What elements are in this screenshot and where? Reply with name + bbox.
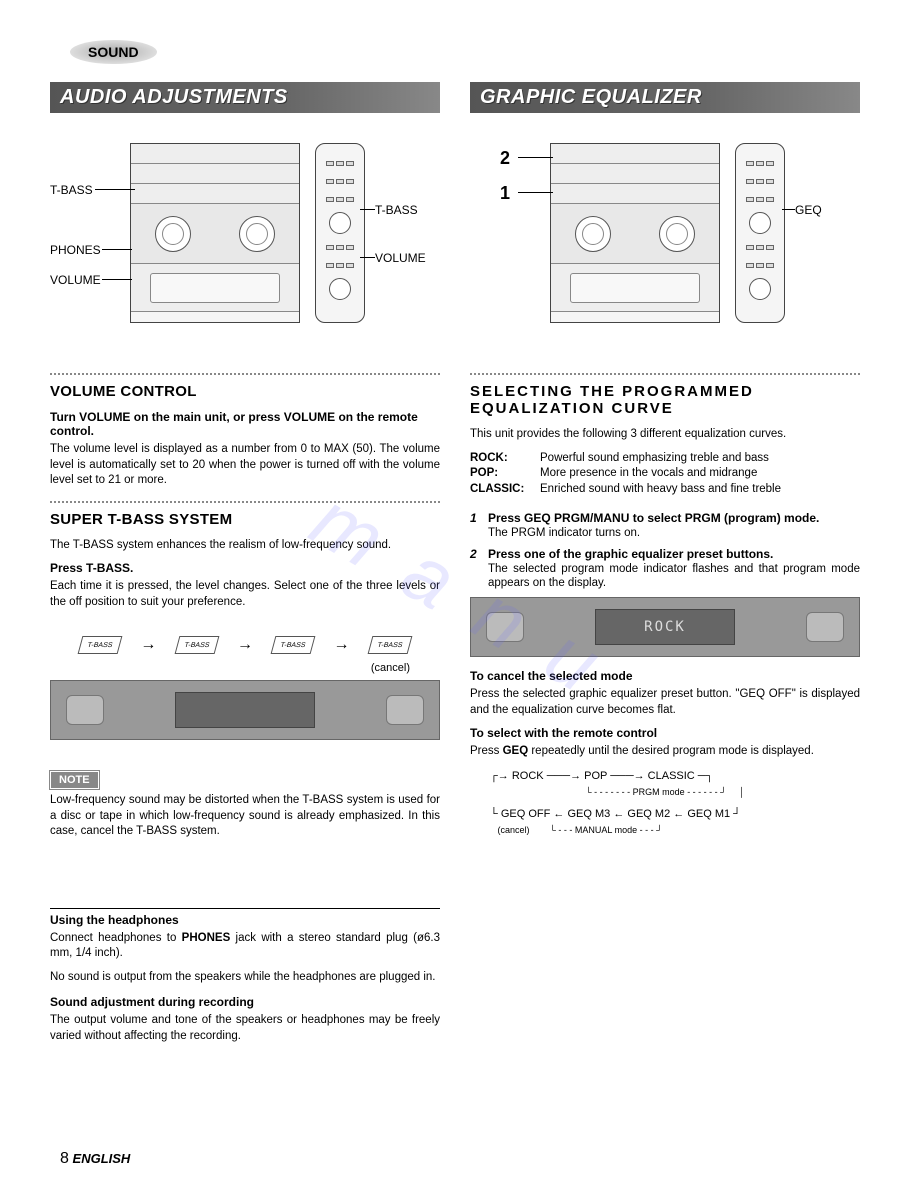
callout-2: 2 — [500, 148, 510, 169]
tbass-intro: The T-BASS system enhances the realism o… — [50, 538, 440, 554]
geq-cycle-diagram: ┌→ ROCK ───→ POP ───→ CLASSIC ─┐ └ - - -… — [470, 768, 860, 838]
divider — [470, 373, 860, 375]
geq-display-text: ROCK — [595, 609, 735, 645]
page-language: ENGLISH — [73, 1151, 131, 1166]
tbass-callout: T-BASS — [50, 183, 93, 197]
remote-illustration — [735, 143, 785, 323]
note-badge: NOTE — [50, 771, 99, 789]
headphones-body: Connect headphones to PHONES jack with a… — [50, 931, 440, 962]
graphic-equalizer-header: GRAPHIC EQUALIZER — [470, 82, 860, 113]
volume-callout-left: VOLUME — [50, 273, 101, 287]
tbass-display — [175, 692, 315, 728]
geq-callout: GEQ — [795, 203, 822, 217]
recording-body: The output volume and tone of the speake… — [50, 1013, 440, 1044]
select-remote-body: Press GEQ repeatedly until the desired p… — [470, 744, 860, 760]
audio-adjustments-header: AUDIO ADJUSTMENTS — [50, 82, 440, 113]
right-column: GRAPHIC EQUALIZER 2 1 GEQ — [470, 82, 860, 1052]
left-column: AUDIO ADJUSTMENTS T-BASS PHONES VOLUME — [50, 82, 440, 1052]
cancel-mode-body: Press the selected graphic equalizer pre… — [470, 687, 860, 718]
curve-intro: This unit provides the following 3 diffe… — [470, 427, 860, 443]
step-2: 2 Press one of the graphic equalizer pre… — [470, 547, 860, 589]
page-footer: 8 ENGLISH — [60, 1150, 130, 1168]
tbass-cycle-diagram: T-BASS→ T-BASS→ T-BASS→ T-BASS (cancel) — [50, 620, 440, 760]
page-number: 8 — [60, 1150, 69, 1167]
step-1: 1 Press GEQ PRGM/MANU to select PRGM (pr… — [470, 511, 860, 539]
callout-1: 1 — [500, 183, 510, 204]
note-body: Low-frequency sound may be distorted whe… — [50, 793, 440, 840]
stereo-unit-illustration — [550, 143, 720, 323]
volume-body: The volume level is displayed as a numbe… — [50, 442, 440, 489]
pop-def: POP:More presence in the vocals and midr… — [470, 466, 860, 482]
headphones-body2: No sound is output from the speakers whi… — [50, 970, 440, 986]
divider — [50, 908, 440, 909]
recording-title: Sound adjustment during recording — [50, 995, 440, 1009]
divider — [50, 373, 440, 375]
press-tbass-body: Each time it is pressed, the level chang… — [50, 579, 440, 610]
sound-badge: SOUND — [70, 40, 157, 64]
rock-def: ROCK:Powerful sound emphasizing treble a… — [470, 451, 860, 467]
volume-control-heading: VOLUME CONTROL — [50, 383, 440, 400]
select-remote-title: To select with the remote control — [470, 726, 860, 740]
classic-def: CLASSIC:Enriched sound with heavy bass a… — [470, 482, 860, 498]
geq-diagram: 2 1 GEQ — [470, 133, 860, 343]
divider — [50, 501, 440, 503]
remote-illustration — [315, 143, 365, 323]
phones-callout: PHONES — [50, 243, 101, 257]
audio-diagram: T-BASS PHONES VOLUME T-BASS VOLUME — [50, 133, 440, 343]
volume-callout-right: VOLUME — [375, 251, 426, 265]
cancel-mode-title: To cancel the selected mode — [470, 669, 860, 683]
press-tbass-title: Press T-BASS. — [50, 561, 440, 575]
selecting-curve-heading: SELECTING THE PROGRAMMED EQUALIZATION CU… — [470, 383, 860, 417]
cancel-label: (cancel) — [371, 662, 410, 674]
stereo-unit-illustration — [130, 143, 300, 323]
tbass-heading: SUPER T-BASS SYSTEM — [50, 511, 440, 528]
tbass-callout-right: T-BASS — [375, 203, 418, 217]
geq-display-panel: ROCK — [470, 597, 860, 657]
volume-instruction: Turn VOLUME on the main unit, or press V… — [50, 410, 440, 438]
headphones-title: Using the headphones — [50, 913, 440, 927]
